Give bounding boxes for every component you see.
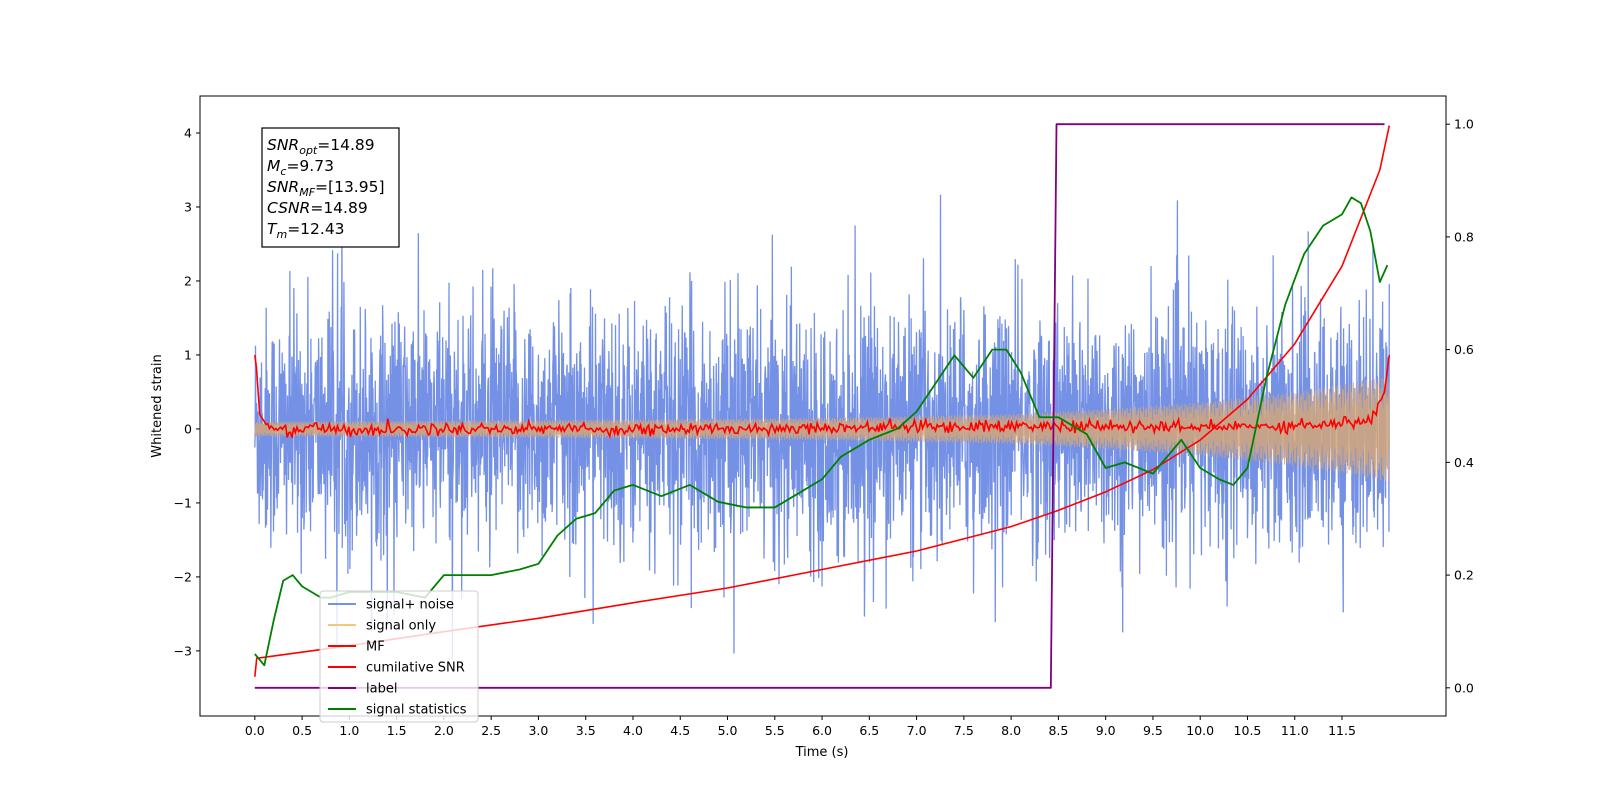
- y2-tick-label: 1.0: [1454, 117, 1474, 132]
- legend-frame: [319, 590, 479, 723]
- y-tick-label: 0: [184, 421, 192, 436]
- x-tick-label: 3.0: [528, 723, 548, 738]
- y-tick-label: −3: [174, 643, 192, 658]
- legend-label: signal+ noise: [366, 598, 454, 613]
- y-tick-label: −2: [174, 569, 192, 584]
- y-axis-label: Whitened strain: [150, 354, 165, 457]
- annotation-line: SNRMF=[13.95]: [267, 178, 385, 199]
- legend-label: label: [366, 682, 397, 697]
- x-tick-label: 5.0: [718, 723, 738, 738]
- y2-axis: 1.0 0.8 0.6 0.4 0.2 0.0: [1446, 117, 1474, 695]
- y-tick-label: 1: [184, 347, 192, 362]
- series-label: [254, 123, 1385, 689]
- x-tick-label: 4.0: [623, 723, 643, 738]
- legend-label: signal statistics: [366, 703, 467, 718]
- x-tick-label: 8.5: [1048, 723, 1068, 738]
- x-tick-label: 0.5: [292, 723, 312, 738]
- x-tick-label: 10.5: [1234, 723, 1262, 738]
- x-tick-label: 8.0: [1001, 723, 1021, 738]
- x-tick-label: 6.5: [859, 723, 879, 738]
- x-tick-label: 6.0: [812, 723, 832, 738]
- annotation-line: Mc=9.73: [267, 157, 334, 178]
- x-tick-label: 1.0: [339, 723, 359, 738]
- y-tick-label: 3: [184, 199, 192, 214]
- series-mf: [254, 354, 1391, 439]
- x-tick-label: 7.5: [954, 723, 974, 738]
- y2-tick-label: 0.0: [1454, 680, 1474, 695]
- x-tick-label: 9.5: [1143, 723, 1163, 738]
- y-axis: 4 3 2 1 0 −1 −2 −3: [174, 125, 200, 658]
- x-tick-label: 10.0: [1186, 723, 1214, 738]
- x-tick-label: 9.0: [1096, 723, 1116, 738]
- annotation-line: SNRopt=14.89: [267, 136, 375, 157]
- legend-label: MF: [366, 640, 385, 655]
- y2-tick-label: 0.8: [1454, 229, 1474, 244]
- x-tick-label: 2.5: [481, 723, 501, 738]
- y-tick-label: 2: [184, 273, 192, 288]
- y-tick-label: −1: [174, 495, 192, 510]
- x-tick-label: 11.0: [1281, 723, 1309, 738]
- x-tick-label: 4.5: [670, 723, 690, 738]
- annotation-line: Tm=12.43: [267, 220, 345, 241]
- x-tick-label: 11.5: [1328, 723, 1356, 738]
- legend-label: cumilative SNR: [366, 661, 465, 676]
- x-tick-label: 5.5: [765, 723, 785, 738]
- annotation-line: CSNR=14.89: [267, 199, 368, 217]
- x-tick-label: 2.0: [434, 723, 454, 738]
- annotation-frame: [261, 127, 400, 248]
- x-tick-label: 7.0: [907, 723, 927, 738]
- legend: signal+ noise signal only MF cumilative SNR…: [319, 590, 479, 723]
- y2-tick-label: 0.6: [1454, 342, 1474, 357]
- legend-label: signal only: [366, 619, 436, 634]
- plot-frame: [199, 95, 1447, 717]
- y2-tick-label: 0.4: [1454, 455, 1474, 470]
- x-axis: 0.0 0.5 1.0 1.5 2.0 2.5 3.0 3.5 4.0 4.5 5.0 5.5 6.0 6…: [245, 716, 1356, 738]
- y2-tick-label: 0.2: [1454, 568, 1474, 583]
- x-tick-label: 3.5: [576, 723, 596, 738]
- annotation-box: SNRopt=14.89Mc=9.73SNRMF=[13.95]CSNR=14.…: [261, 127, 400, 248]
- x-axis-label: Time (s): [795, 745, 849, 760]
- x-tick-label: 1.5: [387, 723, 407, 738]
- x-tick-label: 0.0: [245, 723, 265, 738]
- y-tick-label: 4: [184, 125, 192, 140]
